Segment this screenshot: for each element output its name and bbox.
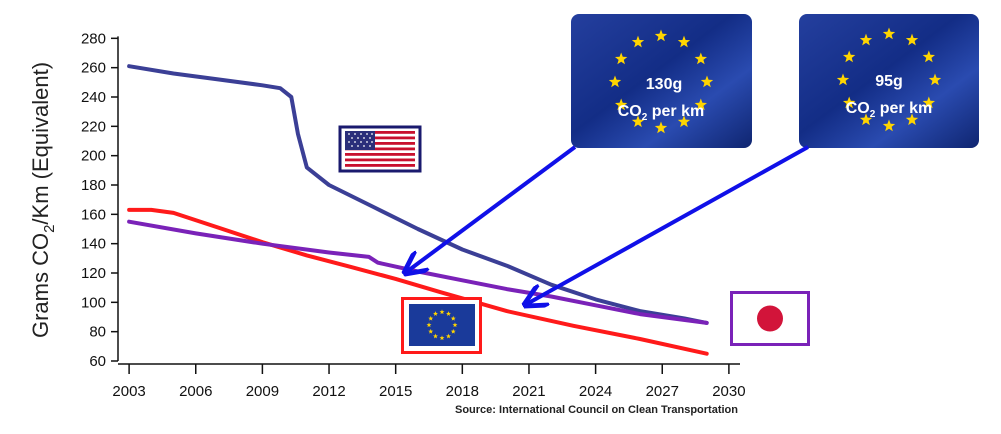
eu-star-icon	[677, 115, 691, 128]
eu-flag	[401, 297, 482, 354]
eu-star-icon	[452, 322, 458, 328]
x-tick-label: 2003	[112, 383, 145, 400]
y-tick-label: 220	[81, 118, 106, 135]
y-tick-label: 80	[89, 324, 106, 341]
eu-130g-value: 130g	[646, 76, 682, 93]
y-tick-label: 60	[89, 353, 106, 370]
y-tick-label: 140	[81, 236, 106, 253]
eu-star-icon	[859, 33, 873, 46]
eu-star-icon	[922, 96, 936, 109]
x-tick-label: 2009	[246, 383, 279, 400]
eu-star-icon	[700, 75, 714, 88]
eu-star-icon	[882, 119, 896, 132]
eu-star-icon	[677, 35, 691, 48]
y-axis: 60 80 100 120 140 160 180 200 220 240 260 280	[81, 30, 119, 370]
eu-star-icon	[614, 52, 628, 65]
y-tick-label: 280	[81, 30, 106, 47]
eu-star-icon	[433, 311, 438, 316]
x-tick-label: 2015	[379, 383, 412, 400]
eu-star-icon	[842, 50, 856, 63]
eu-95g-value: 95g	[875, 73, 903, 90]
eu-star-icon	[439, 335, 445, 341]
series-line-usa	[127, 64, 709, 325]
x-axis: 2003 2006 2009 2012 2015 2018 2021 2024 2027 2030	[112, 363, 746, 400]
y-tick-label: 100	[81, 294, 106, 311]
eu-star-icon	[631, 115, 645, 128]
y-axis-label: Grams CO2/Km (Equivalent)	[28, 62, 58, 338]
eu-star-icon	[450, 328, 456, 334]
eu-star-icon	[882, 27, 896, 40]
arrow-95g	[525, 145, 809, 305]
eu-star-icon	[631, 35, 645, 48]
eu-star-icon	[694, 52, 708, 65]
eu-star-icon	[428, 315, 434, 321]
japan-flag	[730, 291, 810, 346]
y-tick-label: 180	[81, 177, 106, 194]
eu-130g-stars	[608, 29, 714, 134]
x-tick-label: 2021	[512, 383, 545, 400]
eu-95g-badge: 95g CO2 per km	[799, 14, 979, 148]
eu-star-icon	[836, 73, 850, 86]
eu-star-icon	[614, 98, 628, 111]
eu-star-icon	[905, 33, 919, 46]
x-tick-label: 2030	[712, 383, 745, 400]
eu-star-icon	[608, 75, 622, 88]
x-tick-label: 2018	[446, 383, 479, 400]
eu-95g-stars	[836, 27, 942, 132]
y-tick-label: 260	[81, 60, 106, 77]
eu-star-icon	[446, 333, 451, 339]
x-tick-label: 2006	[179, 383, 212, 400]
eu-star-icon	[842, 96, 856, 109]
y-tick-label: 120	[81, 265, 106, 282]
source-note: Source: International Council on Clean T…	[455, 404, 738, 416]
eu-star-icon	[922, 50, 936, 63]
eu-star-icon	[450, 315, 456, 321]
eu-star-icon	[654, 29, 668, 42]
eu-star-icon	[859, 113, 873, 126]
usa-flag	[338, 125, 422, 173]
y-tick-label: 200	[81, 148, 106, 165]
eu-star-icon	[905, 113, 919, 126]
eu-130g-badge: 130g CO2 per km	[571, 14, 752, 148]
x-tick-label: 2027	[646, 383, 679, 400]
eu-star-icon	[928, 73, 942, 86]
x-tick-label: 2012	[312, 383, 345, 400]
eu-star-icon	[446, 311, 451, 316]
x-tick-label: 2024	[579, 383, 612, 400]
eu-star-icon	[694, 98, 708, 111]
arrow-130g	[405, 145, 577, 273]
eu-flag-stars	[426, 309, 458, 341]
y-tick-label: 240	[81, 89, 106, 106]
eu-130g-unit: CO2 per km	[618, 103, 704, 123]
eu-star-icon	[654, 121, 668, 134]
y-tick-label: 160	[81, 206, 106, 223]
eu-star-icon	[426, 322, 432, 328]
eu-star-icon	[439, 309, 445, 315]
eu-star-icon	[428, 328, 434, 334]
eu-95g-unit: CO2 per km	[846, 100, 932, 120]
series-line-eu	[127, 207, 709, 356]
eu-star-icon	[433, 333, 438, 339]
